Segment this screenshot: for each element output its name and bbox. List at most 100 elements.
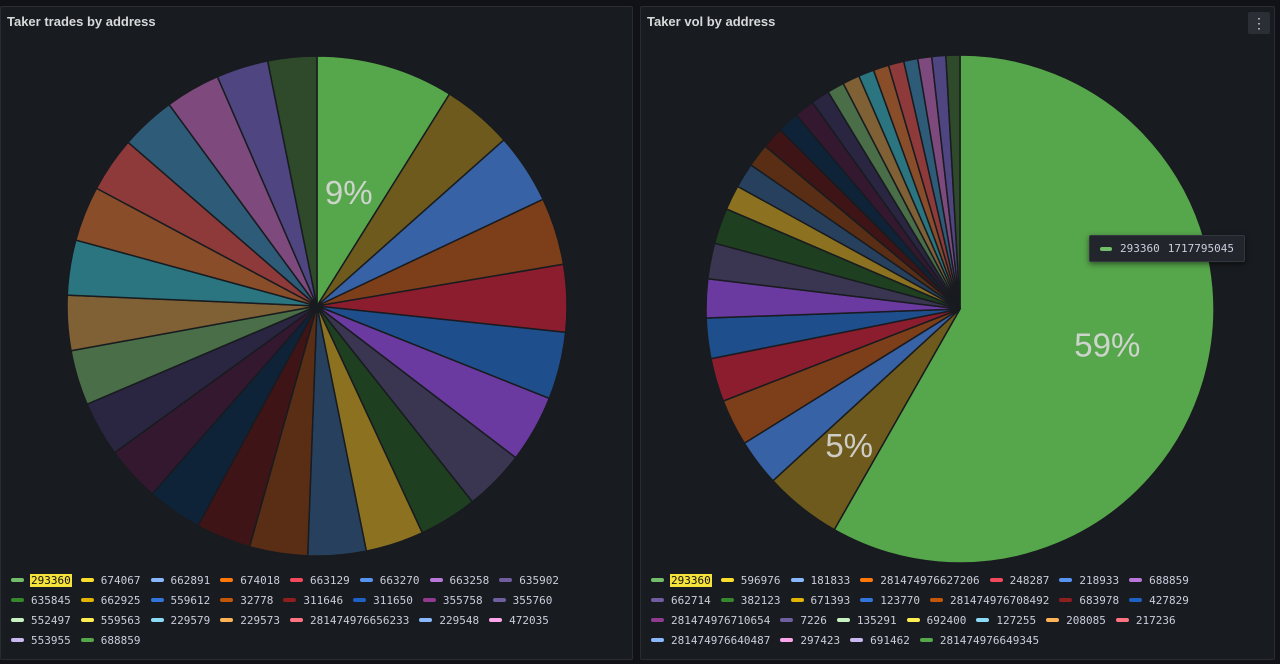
- pie-slice-688859[interactable]: [266, 55, 318, 307]
- legend-swatch: [80, 578, 94, 582]
- taker-vol-pie: 59% 5%: [705, 54, 1215, 564]
- legend-label: 281474976627206: [880, 573, 980, 587]
- legend-item-281474976656233[interactable]: 281474976656233: [290, 612, 410, 628]
- legend-item-311650[interactable]: 311650: [353, 592, 414, 608]
- legend-item-663258[interactable]: 663258: [429, 572, 491, 588]
- legend-label: 662891: [170, 573, 211, 587]
- legend-label: 127255: [996, 613, 1037, 627]
- legend-item-229548[interactable]: 229548: [419, 612, 480, 628]
- pie-slice-293360[interactable]: [316, 55, 451, 309]
- legend-label: 281474976708492: [950, 593, 1050, 607]
- legend-label: 293360: [30, 573, 72, 587]
- legend-item-635845[interactable]: 635845: [11, 592, 72, 608]
- legend-item-281474976627206[interactable]: 281474976627206: [860, 572, 980, 588]
- legend-item-281474976640487[interactable]: 281474976640487: [651, 632, 771, 648]
- legend-label: 382123: [740, 593, 781, 607]
- legend-item-281474976708492[interactable]: 281474976708492: [930, 592, 1050, 608]
- legend-item-635902[interactable]: 635902: [499, 572, 560, 588]
- legend-swatch: [11, 618, 24, 622]
- legend-label: 692400: [926, 613, 967, 627]
- legend-item-663270[interactable]: 663270: [359, 572, 421, 588]
- legend-swatch: [1046, 618, 1060, 622]
- legend-item-248287[interactable]: 248287: [989, 572, 1051, 588]
- legend-swatch: [290, 618, 303, 622]
- legend-item-692400[interactable]: 692400: [906, 612, 968, 628]
- legend-item-662714[interactable]: 662714: [651, 592, 712, 608]
- legend-item-688859[interactable]: 688859: [1129, 572, 1190, 588]
- legend-swatch: [220, 618, 234, 622]
- legend-label: 281474976640487: [671, 633, 771, 647]
- legend-item-32778[interactable]: 32778: [220, 592, 274, 608]
- legend-item-297423[interactable]: 297423: [780, 632, 841, 648]
- legend-swatch: [860, 598, 874, 602]
- legend-swatch: [1115, 618, 1129, 622]
- legend-item-135291[interactable]: 135291: [836, 612, 898, 628]
- legend-label: 663270: [379, 573, 420, 587]
- legend-item-181833[interactable]: 181833: [790, 572, 852, 588]
- legend-item-596976[interactable]: 596976: [720, 572, 782, 588]
- legend-swatch: [860, 578, 874, 582]
- legend-item-671393[interactable]: 671393: [790, 592, 852, 608]
- legend-item-281474976710654[interactable]: 281474976710654: [651, 612, 771, 628]
- tooltip-value: 1717795045: [1167, 242, 1234, 255]
- legend-swatch: [80, 598, 94, 602]
- legend-swatch: [220, 578, 234, 582]
- legend-item-293360[interactable]: 293360: [11, 572, 72, 588]
- panel-menu-button[interactable]: ⋮: [1248, 12, 1270, 34]
- legend-swatch: [80, 638, 94, 642]
- legend-label: 663129: [310, 573, 350, 587]
- legend-label: 472035: [509, 613, 549, 627]
- slice-label-293360: 59%: [1074, 327, 1140, 364]
- legend-item-691462[interactable]: 691462: [850, 632, 911, 648]
- tooltip-swatch: [1100, 246, 1112, 251]
- legend-label: 281474976656233: [310, 613, 410, 627]
- pie-slice-293360[interactable]: [833, 54, 1215, 564]
- legend-item-662925[interactable]: 662925: [80, 592, 142, 608]
- legend-label: 663258: [449, 573, 490, 587]
- legend-swatch: [150, 618, 164, 622]
- legend-label: 7226: [800, 613, 827, 627]
- legend-item-355760[interactable]: 355760: [492, 592, 554, 608]
- panel-title: Taker trades by address: [7, 14, 156, 29]
- legend-item-217236[interactable]: 217236: [1115, 612, 1177, 628]
- legend-item-229579[interactable]: 229579: [150, 612, 212, 628]
- legend-item-382123[interactable]: 382123: [720, 592, 782, 608]
- legend-item-127255[interactable]: 127255: [976, 612, 1037, 628]
- legend-item-683978[interactable]: 683978: [1059, 592, 1120, 608]
- legend-item-7226[interactable]: 7226: [780, 612, 828, 628]
- legend-swatch: [429, 578, 443, 582]
- tooltip-series-name: 293360: [1120, 242, 1160, 255]
- legend-item-663129[interactable]: 663129: [290, 572, 351, 588]
- legend-label: 229579: [170, 613, 211, 627]
- legend-item-123770[interactable]: 123770: [860, 592, 921, 608]
- legend-swatch: [780, 638, 794, 642]
- legend-swatch: [1059, 578, 1073, 582]
- legend-item-662891[interactable]: 662891: [150, 572, 212, 588]
- legend-item-293360[interactable]: 293360: [651, 572, 712, 588]
- taker-vol-legend: 293360 596976 181833 281474976627206 248287 2…: [651, 572, 1266, 648]
- legend-item-674067[interactable]: 674067: [80, 572, 142, 588]
- legend-label: 229573: [240, 613, 280, 627]
- taker-trades-legend: 293360 674067 662891 674018 663129 663270 6632…: [11, 572, 624, 648]
- legend-label: 635902: [519, 573, 559, 587]
- legend-label: 281474976710654: [671, 613, 771, 627]
- legend-item-229573[interactable]: 229573: [220, 612, 281, 628]
- legend-item-552497[interactable]: 552497: [11, 612, 72, 628]
- legend-item-355758[interactable]: 355758: [422, 592, 484, 608]
- legend-swatch: [1129, 598, 1143, 602]
- legend-item-674018[interactable]: 674018: [220, 572, 281, 588]
- legend-item-218933[interactable]: 218933: [1059, 572, 1120, 588]
- legend-item-688859[interactable]: 688859: [80, 632, 142, 648]
- panel-title: Taker vol by address: [647, 14, 776, 29]
- legend-label: 311646: [303, 593, 344, 607]
- pie-slice-281474976649345[interactable]: [945, 54, 961, 310]
- legend-item-559612[interactable]: 559612: [150, 592, 212, 608]
- legend-item-553955[interactable]: 553955: [11, 632, 72, 648]
- legend-item-427829[interactable]: 427829: [1129, 592, 1190, 608]
- legend-item-208085[interactable]: 208085: [1046, 612, 1107, 628]
- legend-item-311646[interactable]: 311646: [283, 592, 344, 608]
- legend-swatch: [150, 598, 164, 602]
- legend-item-281474976649345[interactable]: 281474976649345: [919, 632, 1040, 648]
- legend-item-472035[interactable]: 472035: [489, 612, 550, 628]
- legend-item-559563[interactable]: 559563: [80, 612, 142, 628]
